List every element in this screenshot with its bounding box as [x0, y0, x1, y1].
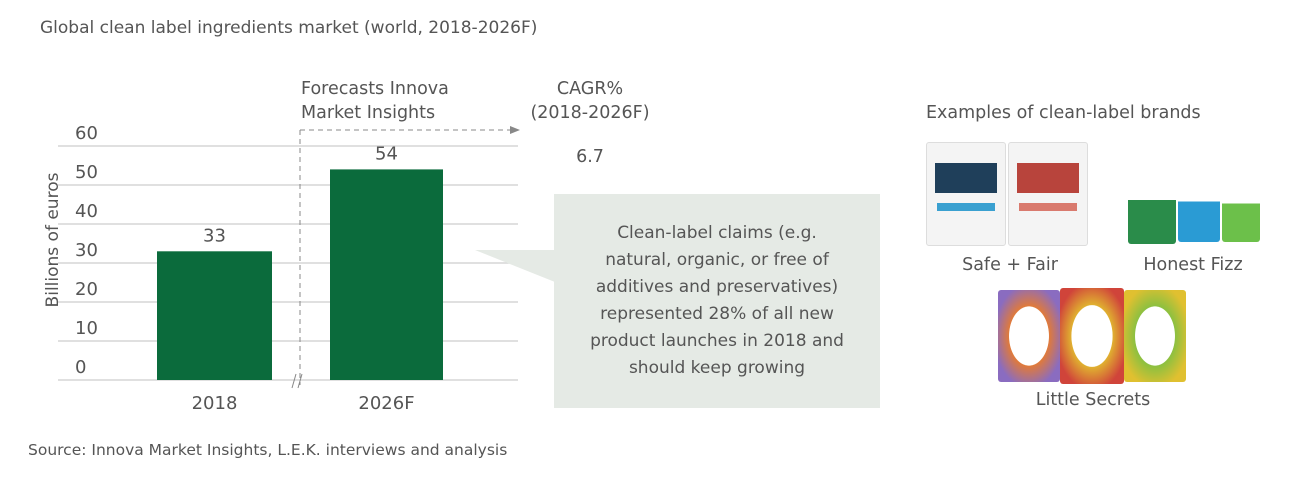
y-tick-label: 60: [75, 123, 98, 144]
forecast-annotation: Forecasts Innova Market Insights: [301, 79, 449, 123]
brand-label: Little Secrets: [1035, 390, 1151, 410]
y-tick-label: 50: [75, 162, 98, 183]
little-secrets-image: [998, 288, 1188, 384]
x-tick-label: 2026F: [358, 393, 414, 414]
callout-box: Clean-label claims (e.g. natural, organi…: [554, 194, 880, 408]
brand-label: Honest Fizz: [1143, 255, 1243, 275]
brand-label: Safe + Fair: [962, 255, 1058, 275]
bar-2018: [157, 251, 272, 380]
y-tick-label: 40: [75, 201, 98, 222]
arrow-head-icon: [510, 126, 520, 134]
y-tick-label: 30: [75, 240, 98, 261]
y-tick-label: 20: [75, 279, 98, 300]
chart-title: Global clean label ingredients market (w…: [40, 18, 538, 38]
source-note: Source: Innova Market Insights, L.E.K. i…: [28, 441, 508, 459]
honest-fizz-image: [1126, 142, 1262, 246]
x-tick-label: 2018: [192, 393, 238, 414]
bar-2026F: [330, 169, 443, 380]
axis-break-icon: [291, 373, 297, 389]
safe-fair-image: [924, 142, 1096, 246]
bar-chart: 0 10 20 30 40 50 60 33 2018 54 2026F Billions of …: [43, 79, 650, 414]
data-label: 33: [203, 225, 226, 246]
data-label: 54: [375, 143, 398, 164]
cagr-value: 6.7: [576, 147, 604, 167]
y-tick-label: 10: [75, 318, 98, 339]
y-axis-label: Billions of euros: [43, 172, 63, 307]
cagr-header: CAGR% (2018-2026F): [530, 79, 649, 123]
y-tick-label: 0: [75, 357, 86, 378]
callout-text: Clean-label claims (e.g. natural, organi…: [590, 223, 844, 378]
brands-title: Examples of clean-label brands: [926, 103, 1201, 123]
